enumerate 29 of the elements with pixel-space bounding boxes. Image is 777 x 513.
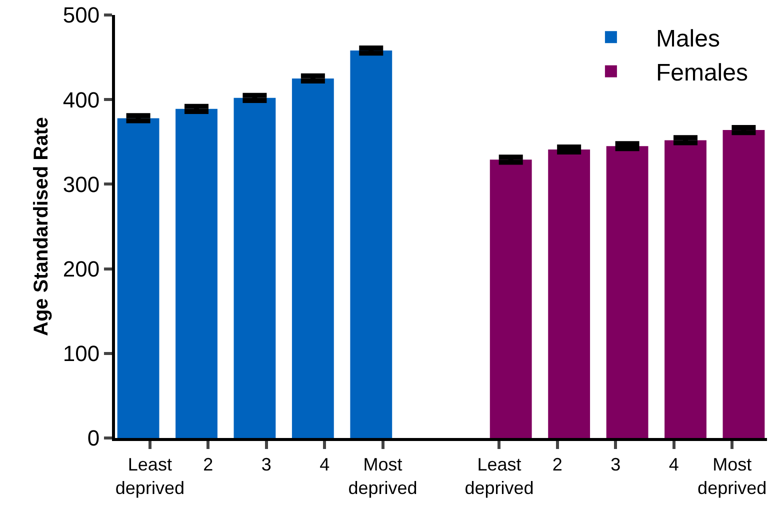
y-tick-label: 300	[62, 172, 100, 197]
y-axis-title: Age Standardised Rate	[30, 117, 52, 336]
x-tick-label: 4	[668, 454, 679, 475]
x-tick-label: Least deprived	[464, 454, 534, 498]
x-tick-label: Least deprived	[115, 454, 184, 498]
bar	[490, 160, 532, 438]
bar	[664, 140, 706, 438]
bar	[350, 50, 392, 438]
bar	[606, 146, 648, 438]
x-tick-label: 4	[320, 454, 330, 475]
bar	[292, 78, 334, 438]
legend-label: Females	[656, 60, 748, 87]
x-tick-label: 3	[610, 454, 621, 475]
y-tick-label: 100	[62, 341, 100, 366]
bar	[722, 130, 765, 438]
y-tick-label: 500	[62, 2, 100, 28]
y-tick-label: 200	[62, 256, 100, 282]
bar	[234, 98, 276, 438]
x-tick-label: Most deprived	[348, 454, 418, 498]
x-tick-label: 2	[552, 454, 562, 475]
bar	[548, 150, 590, 438]
y-tick-label: 0	[87, 426, 100, 451]
x-tick-label: Most deprived	[698, 454, 767, 498]
y-tick-label: 400	[62, 87, 100, 112]
legend-label: Males	[656, 25, 720, 52]
bar	[176, 108, 218, 438]
x-tick-label: 3	[261, 454, 272, 475]
bar	[117, 118, 160, 438]
x-tick-label: 2	[203, 454, 214, 475]
